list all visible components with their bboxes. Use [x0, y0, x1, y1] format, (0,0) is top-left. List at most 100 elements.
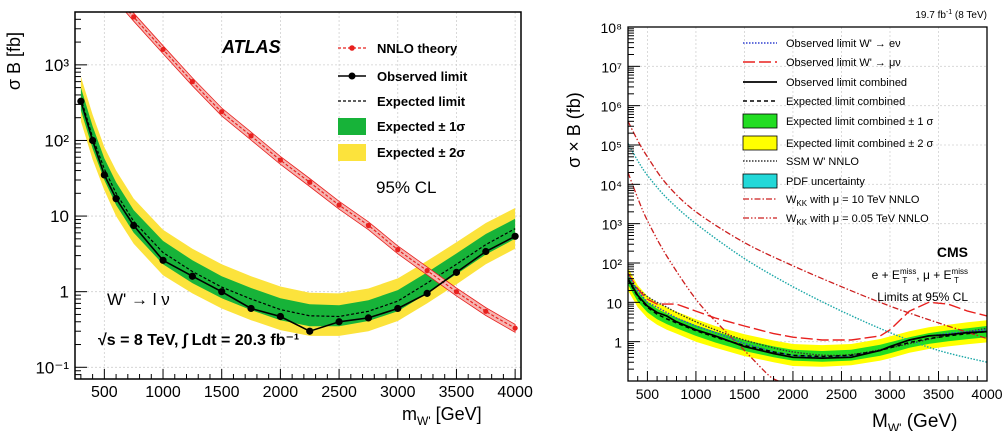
cms-legend-obs-mu-label: Observed limit W' → μν [786, 57, 901, 69]
theory-point [307, 179, 313, 185]
observed-point [159, 256, 167, 264]
atlas-energy-label: √s = 8 TeV, ∫ Ldt = 20.3 fb⁻¹ [98, 332, 299, 349]
cms-legend: Observed limit W' → eν Observed limit W'… [742, 38, 934, 227]
cms-legend-band1: Expected limit combined ± 1 σ [742, 113, 934, 129]
atlas-x-tick-labels: 500 1000 1500 2000 2500 3000 3500 4000 [91, 384, 533, 401]
y-tick-label: 10⁴ [600, 177, 622, 193]
cms-legend-exp-comb: Expected limit combined [743, 96, 905, 108]
atlas-legend-band2-label: Expected ± 2σ [377, 145, 465, 160]
y-tick-label: 10³ [602, 217, 623, 233]
theory-point [512, 325, 518, 331]
theory-point [395, 247, 401, 253]
atlas-frame [74, 11, 522, 380]
cms-wkk10-line [628, 121, 987, 340]
y-tick-label: 10 [50, 207, 69, 226]
atlas-legend-theory: NNLO theory [338, 41, 458, 56]
observed-point [276, 312, 284, 321]
cms-panel: 500 1000 1500 2000 2500 3000 3500 4000 1 10 10² 10… [564, 9, 1003, 431]
cms-legend-obs-e-label: Observed limit W' → eν [786, 38, 901, 50]
observed-point [511, 232, 519, 240]
observed-point [77, 97, 85, 105]
atlas-legend-band1: Expected ± 1σ [338, 118, 465, 135]
observed-point [306, 327, 314, 335]
cms-legend-band1-label: Expected limit combined ± 1 σ [786, 116, 934, 128]
y-tick-label: 10⁻¹ [35, 358, 69, 377]
observed-point [89, 136, 97, 145]
observed-point [364, 314, 373, 322]
cms-wkk005-line [628, 172, 779, 381]
atlas-panel: 500 1000 1500 2000 2500 3000 3500 4000 10⁻¹1101… [4, 11, 533, 428]
x-tick-label: 3000 [874, 386, 905, 402]
x-tick-label: 2000 [263, 384, 299, 401]
y-tick-label: 10 [606, 295, 622, 311]
observed-point [482, 247, 490, 256]
x-tick-label: 3500 [923, 386, 954, 402]
observed-point [218, 288, 226, 296]
atlas-label: ATLAS [221, 37, 281, 57]
x-tick-label: 2500 [321, 384, 357, 401]
observed-point [100, 171, 108, 179]
x-tick-label: 1000 [145, 384, 181, 401]
atlas-band-1sigma [80, 87, 516, 327]
theory-point [248, 133, 254, 139]
theory-point [131, 14, 137, 20]
atlas-x-axis-title: mW' [GeV] [402, 404, 482, 428]
atlas-expected-line [80, 98, 516, 318]
cms-cl-label: Limits at 95% CL [877, 290, 968, 304]
x-tick-label: 500 [91, 384, 118, 401]
x-tick-label: 3500 [439, 384, 475, 401]
atlas-ticks [75, 11, 516, 380]
x-tick-label: 1500 [204, 384, 240, 401]
cms-y-tick-labels: 1 10 10² 10³ 10⁴ 10⁵ 10⁶ 10⁷ 10⁸ [600, 20, 622, 351]
observed-point [112, 195, 120, 203]
y-tick-label: 10⁶ [601, 99, 622, 115]
cms-legend-band2-label: Expected limit combined ± 2 σ [786, 138, 934, 150]
cms-legend-exp-comb-label: Expected limit combined [786, 96, 905, 108]
y-tick-label: 10³ [44, 56, 69, 75]
cms-legend-wkk005: WKK with μ = 0.05 TeV NNLO [743, 213, 929, 227]
observed-point [130, 221, 138, 230]
cms-band-1sigma [628, 274, 987, 362]
cms-legend-ssm: SSM W' NNLO [743, 156, 859, 168]
theory-point [219, 109, 225, 115]
observed-point [394, 304, 402, 313]
atlas-legend-band2: Expected ± 2σ [338, 144, 465, 161]
cms-legend-obs-mu: Observed limit W' → μν [743, 57, 901, 69]
theory-point [277, 157, 283, 163]
cms-legend-obs-e: Observed limit W' → eν [743, 38, 901, 50]
observed-point [335, 318, 343, 326]
observed-point [188, 272, 196, 280]
cms-legend-pdf: PDF uncertainty [742, 173, 865, 189]
cms-legend-wkk10-label: WKK with μ = 10 TeV NNLO [786, 194, 920, 208]
atlas-theory-band [125, 12, 516, 333]
atlas-observed-points [77, 97, 519, 335]
atlas-y-axis-title: σ B [fb] [4, 32, 24, 90]
cms-legend-ssm-label: SSM W' NNLO [786, 156, 859, 168]
cms-lumi-label: 19.7 fb-1 (8 TeV) [915, 9, 987, 21]
cms-expected-combined-line [628, 279, 987, 358]
atlas-legend-expected: Expected limit [338, 94, 466, 109]
atlas-legend-observed: Observed limit [338, 69, 468, 84]
cms-legend-obs-comb-label: Observed limit combined [786, 77, 907, 89]
y-tick-label: 10² [44, 131, 69, 150]
cms-legend-wkk005-label: WKK with μ = 0.05 TeV NNLO [786, 213, 929, 227]
theory-point [336, 202, 342, 208]
atlas-legend-band1-label: Expected ± 1σ [377, 119, 465, 134]
y-tick-label: 10⁷ [601, 59, 622, 75]
y-tick-label: 10⁵ [601, 138, 622, 154]
atlas-theory-line [128, 12, 516, 329]
atlas-legend: NNLO theory Observed limit Expected limi… [338, 41, 468, 161]
theory-point [453, 289, 460, 295]
x-tick-label: 500 [636, 386, 660, 402]
observed-point [423, 289, 431, 297]
atlas-observed-line [80, 101, 516, 333]
cms-legend-band2: Expected limit combined ± 2 σ [742, 135, 934, 151]
cms-legend-pdf-label: PDF uncertainty [786, 176, 865, 188]
cms-channel-label: e + Emiss T, μ + Emiss T [872, 267, 968, 285]
theory-point [189, 79, 195, 85]
x-tick-label: 1500 [729, 386, 760, 402]
theory-point [160, 46, 166, 53]
cms-y-axis-title: σ × B (fb) [564, 92, 584, 168]
cms-label: CMS [937, 244, 968, 260]
